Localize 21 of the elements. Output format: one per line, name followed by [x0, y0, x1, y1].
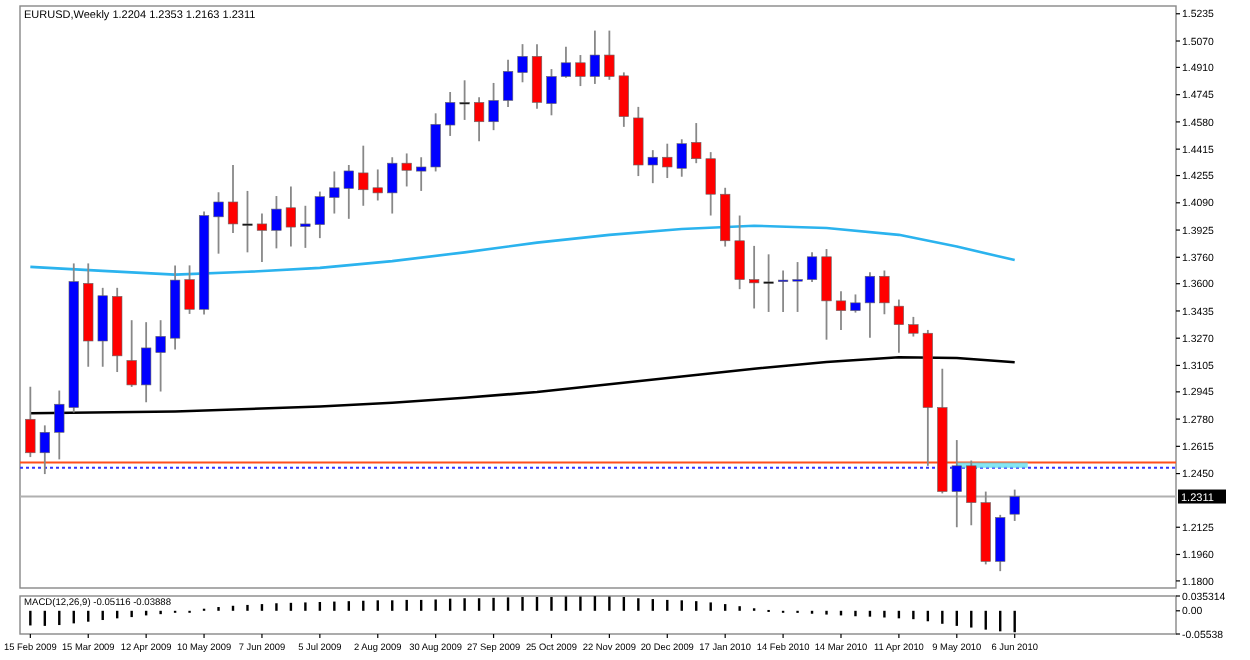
line-series	[29, 355, 1016, 415]
candlestick	[242, 190, 253, 254]
line-series	[29, 224, 1016, 276]
candlestick	[835, 290, 847, 331]
candlestick	[256, 212, 268, 263]
candlestick	[227, 164, 239, 234]
candlestick	[893, 298, 904, 354]
candlestick	[864, 271, 876, 339]
candlestick	[126, 319, 137, 388]
candlestick	[502, 58, 514, 108]
candlestick	[821, 248, 832, 341]
candlestick	[531, 43, 543, 110]
candlestick	[560, 45, 572, 79]
candlestick	[546, 68, 557, 117]
candlestick	[213, 191, 224, 255]
candlestick	[517, 43, 528, 84]
candlestick	[995, 513, 1006, 573]
candlestick	[1009, 488, 1020, 522]
candlestick	[850, 293, 861, 314]
candlestick	[806, 251, 818, 283]
candlestick	[879, 269, 890, 316]
